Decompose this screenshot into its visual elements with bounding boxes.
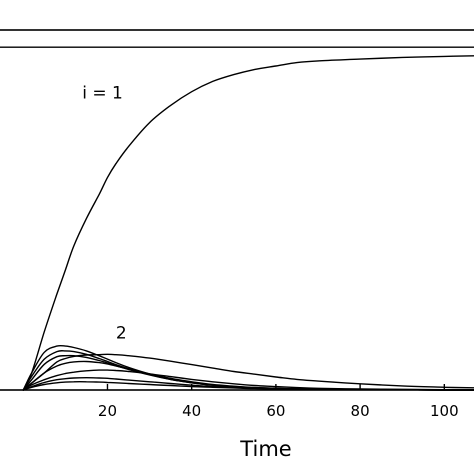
series-line-2 (22, 353, 474, 391)
x-axis-tick-labels: 20 40 60 80 100 (98, 402, 459, 420)
series-line-1 (22, 55, 474, 391)
series-curves (22, 55, 474, 391)
x-tick-label-40: 40 (182, 402, 201, 420)
x-tick-label-20: 20 (98, 402, 117, 420)
annotation-1: i = 1 (82, 84, 123, 104)
series-line-3 (22, 344, 474, 391)
x-tick-label-100: 100 (430, 402, 459, 420)
x-tick-label-60: 60 (266, 402, 285, 420)
plot-frame (0, 29, 474, 391)
annotation-2: 2 (116, 324, 127, 344)
x-tick-label-80: 80 (351, 402, 370, 420)
x-axis-label: Time (239, 437, 291, 461)
chart-annotations: i = 1 2 (82, 84, 127, 344)
x-axis-ticks (106, 384, 446, 390)
series-line-7 (22, 369, 474, 391)
series-line-9 (22, 381, 474, 391)
